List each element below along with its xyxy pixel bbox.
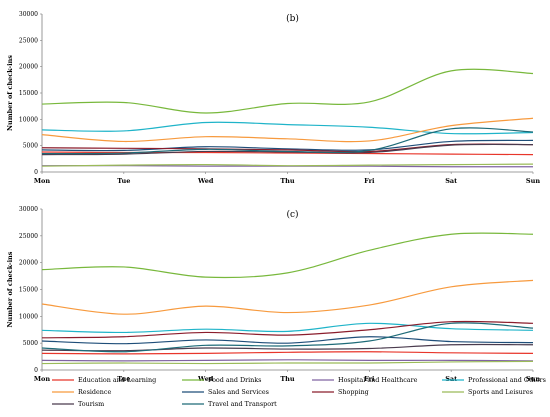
x-tick-label-wed: Wed (197, 375, 214, 383)
panel-title-b: (b) (286, 13, 299, 24)
x-tick-label-sun: Sun (526, 375, 540, 383)
legend-label: Shopping (338, 388, 369, 396)
y-tick-label: 20000 (19, 260, 38, 267)
y-tick-label: 5000 (23, 340, 38, 347)
y-axis-label: Number of check-ins (6, 55, 14, 131)
series-line-food-and-drinks (41, 68, 534, 114)
legend-label: Education and Learning (78, 376, 156, 384)
y-tick-label: 25000 (19, 233, 38, 240)
y-axis-label: Number of check-ins (6, 251, 14, 327)
y-tick-label: 30000 (19, 11, 38, 18)
legend-item-sports-and-leisures: Sports and Leisures (442, 388, 533, 396)
legend-item-professional-and-others: Professional and Others (442, 376, 546, 384)
y-tick-label: 0 (34, 169, 38, 176)
series-line-sales-and-services (41, 139, 534, 152)
x-tick-label-mon: Mon (34, 375, 51, 383)
series-line-travel-and-transport (41, 322, 534, 353)
series-line-sports-and-leisures (41, 163, 534, 167)
x-tick-label-fri: Fri (364, 375, 375, 383)
legend-item-residence: Residence (52, 388, 111, 396)
series-line-food-and-drinks (41, 232, 534, 279)
y-tick-label: 15000 (19, 90, 38, 97)
legend-label: Sports and Leisures (468, 388, 533, 396)
legend-label: Travel and Transport (208, 400, 277, 408)
legend-item-hospital-and-healthcare: Hospital and Healthcare (312, 376, 418, 384)
series-line-education-and-learning (41, 351, 534, 355)
x-tick-label-tue: Tue (117, 375, 130, 383)
legend-item-shopping: Shopping (312, 388, 369, 396)
panel-title-c: (c) (286, 209, 298, 220)
y-tick-label: 10000 (19, 313, 38, 320)
legend-item-tourism: Tourism (52, 400, 104, 408)
x-tick-label-wed: Wed (197, 177, 214, 185)
series-line-professional-and-others (41, 121, 534, 135)
chart-panel-b: 0 5000 10000 15000 20000 25000 30000 Mon Tue Wed T… (6, 11, 540, 185)
series-line-sports-and-leisures (41, 360, 534, 365)
legend: Education and Learning Food and Drinks Hos… (52, 376, 546, 408)
legend-label: Professional and Others (468, 376, 546, 384)
series-line-travel-and-transport (41, 127, 534, 155)
legend-label: Residence (78, 388, 111, 396)
x-tick-label-sat: Sat (445, 375, 457, 383)
legend-item-education-and-learning: Education and Learning (52, 376, 156, 384)
series-line-sales-and-services (41, 336, 534, 345)
legend-label: Sales and Services (208, 388, 269, 396)
legend-label: Hospital and Healthcare (338, 376, 418, 384)
x-tick-label-thu: Thu (280, 177, 295, 185)
legend-label: Tourism (78, 400, 104, 408)
x-tick-label-mon: Mon (34, 177, 51, 185)
legend-item-food-and-drinks: Food and Drinks (182, 376, 261, 384)
series-line-residence (41, 117, 534, 143)
series-line-shopping (41, 320, 534, 339)
y-tick-label: 25000 (19, 37, 38, 44)
chart-panel-c: 0 5000 10000 15000 20000 25000 30000 Mon Tue Wed T… (6, 206, 540, 383)
x-tick-label-thu: Thu (280, 375, 295, 383)
series-line-hospital-and-healthcare (41, 359, 534, 362)
y-tick-label: 20000 (19, 64, 38, 71)
legend-item-sales-and-services: Sales and Services (182, 388, 269, 396)
series-line-residence (41, 279, 534, 315)
x-tick-label-sun: Sun (526, 177, 540, 185)
y-tick-label: 15000 (19, 287, 38, 294)
y-tick-label: 10000 (19, 116, 38, 123)
legend-item-travel-and-transport: Travel and Transport (182, 400, 277, 408)
x-tick-label-sat: Sat (445, 177, 457, 185)
y-tick-label: 30000 (19, 206, 38, 213)
y-tick-label: 0 (34, 367, 38, 374)
x-tick-label-tue: Tue (117, 177, 130, 185)
series-line-tourism (41, 343, 534, 352)
y-tick-label: 5000 (23, 143, 38, 150)
series-line-professional-and-others (41, 322, 534, 334)
x-tick-label-fri: Fri (364, 177, 375, 185)
legend-label: Food and Drinks (208, 376, 261, 384)
